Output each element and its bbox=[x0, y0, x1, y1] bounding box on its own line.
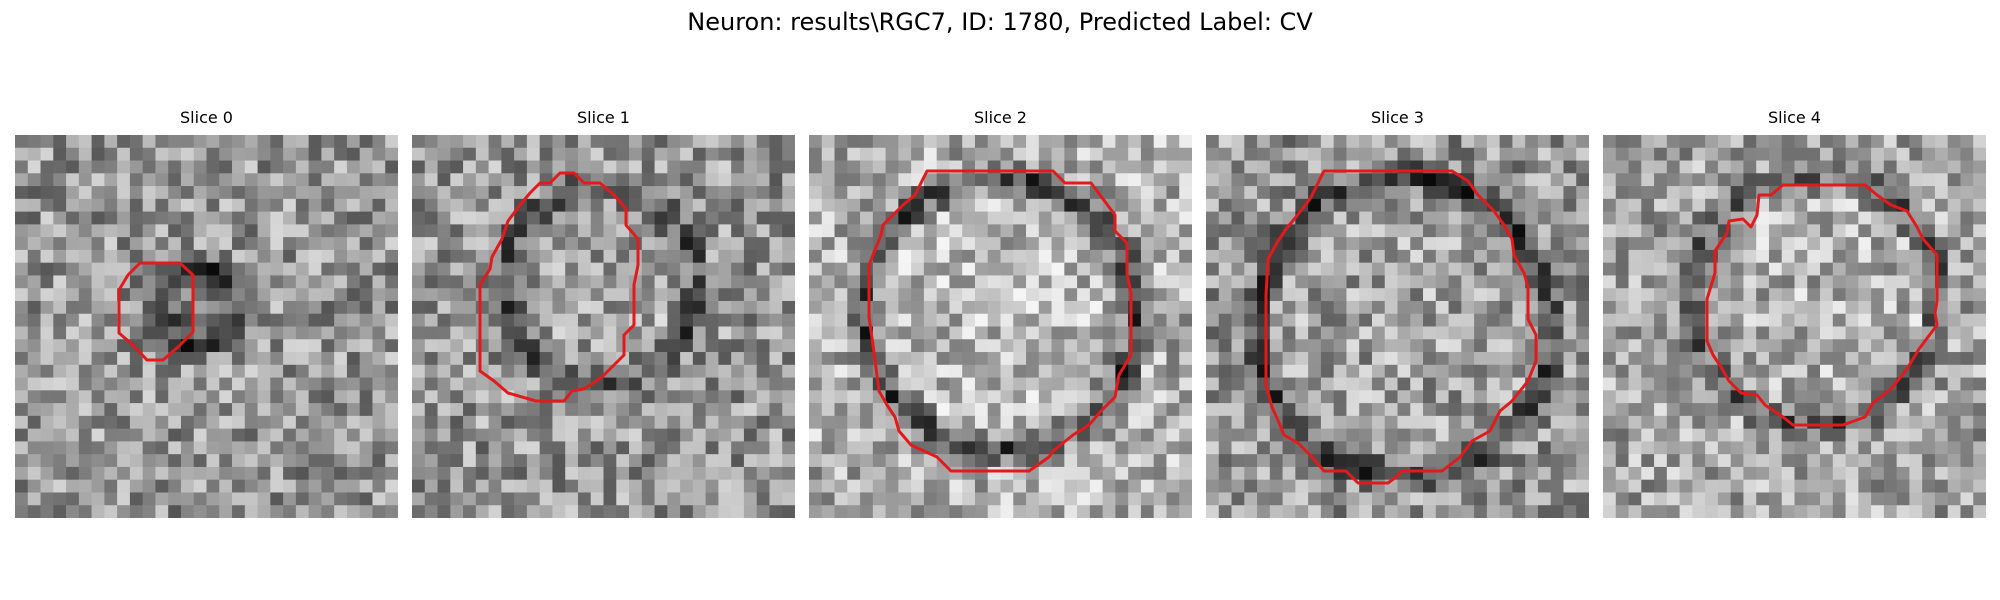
slice-panel-2: Slice 2 bbox=[809, 108, 1192, 518]
slice-image-4 bbox=[1603, 135, 1986, 518]
figure-title: Neuron: results\RGC7, ID: 1780, Predicte… bbox=[0, 6, 2000, 38]
slice-image-2 bbox=[809, 135, 1192, 518]
slice-image-1 bbox=[412, 135, 795, 518]
slice-title-2: Slice 2 bbox=[809, 108, 1192, 128]
slice-canvas-1 bbox=[412, 135, 795, 518]
slice-pixels-2 bbox=[809, 135, 1192, 518]
slice-pixels-0 bbox=[15, 135, 398, 518]
slice-canvas-2 bbox=[809, 135, 1192, 518]
slice-title-0: Slice 0 bbox=[15, 108, 398, 128]
slice-image-0 bbox=[15, 135, 398, 518]
slice-image-3 bbox=[1206, 135, 1589, 518]
slice-title-4: Slice 4 bbox=[1603, 108, 1986, 128]
slice-canvas-0 bbox=[15, 135, 398, 518]
slice-panel-0: Slice 0 bbox=[15, 108, 398, 518]
slice-pixels-1 bbox=[412, 135, 795, 518]
slice-pixels-4 bbox=[1603, 135, 1986, 518]
slice-canvas-3 bbox=[1206, 135, 1589, 518]
slice-title-3: Slice 3 bbox=[1206, 108, 1589, 128]
slice-panel-1: Slice 1 bbox=[412, 108, 795, 518]
slice-canvas-4 bbox=[1603, 135, 1986, 518]
slice-title-1: Slice 1 bbox=[412, 108, 795, 128]
slice-panel-3: Slice 3 bbox=[1206, 108, 1589, 518]
slice-panel-4: Slice 4 bbox=[1603, 108, 1986, 518]
